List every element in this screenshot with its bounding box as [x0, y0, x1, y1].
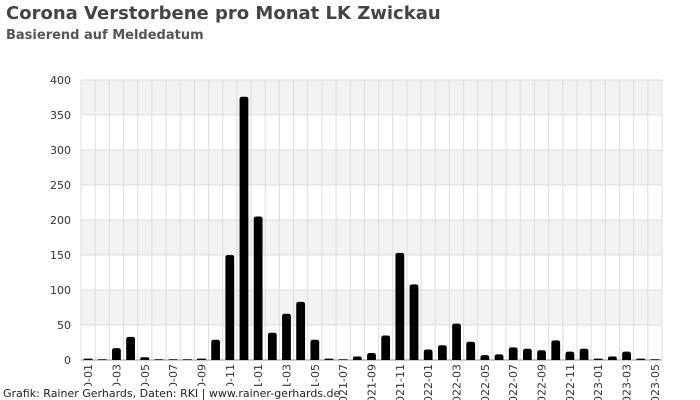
- bar: [168, 359, 178, 360]
- bar: [508, 347, 518, 360]
- bar: [636, 358, 646, 360]
- bar: [83, 358, 93, 360]
- grid-band: [81, 220, 662, 255]
- chart-subtitle: Basierend auf Meldedatum: [6, 28, 204, 43]
- bar: [211, 339, 221, 360]
- bar: [650, 359, 660, 360]
- bar: [267, 332, 277, 360]
- bar: [522, 348, 532, 360]
- bar: [381, 335, 391, 360]
- bar: [239, 96, 249, 361]
- footer-background: [0, 386, 326, 400]
- x-tick-label: 2021-09: [366, 364, 379, 400]
- bar: [112, 348, 121, 360]
- bar: [565, 351, 575, 360]
- chart-title: Corona Verstorbene pro Monat LK Zwickau: [6, 3, 441, 24]
- bar: [140, 357, 150, 360]
- bar: [324, 358, 334, 360]
- x-tick-label: 2021-07: [337, 364, 350, 400]
- grid-band: [81, 290, 662, 325]
- bar: [494, 354, 504, 360]
- y-tick-label: 0: [64, 354, 71, 367]
- bar: [97, 359, 107, 360]
- y-tick-label: 250: [50, 179, 71, 192]
- bar: [409, 284, 419, 360]
- bar: [225, 255, 235, 360]
- y-tick-label: 300: [50, 144, 71, 157]
- bar: [282, 313, 291, 360]
- bar: [423, 349, 433, 360]
- x-tick-label: 2022-11: [564, 364, 577, 400]
- bar: [608, 356, 617, 360]
- bar: [197, 358, 206, 360]
- footer: Grafik: Rainer Gerhards, Daten: RKI | ww…: [3, 387, 341, 400]
- bar: [537, 350, 546, 360]
- bar: [296, 301, 306, 360]
- bar: [352, 356, 362, 360]
- x-tick-label: 2023-03: [621, 364, 634, 400]
- bar: [622, 351, 631, 360]
- x-tick-label: 2023-05: [649, 364, 662, 400]
- bar: [182, 359, 192, 360]
- x-tick-label: 2022-05: [479, 364, 492, 400]
- y-tick-label: 200: [50, 214, 71, 227]
- bar: [154, 359, 164, 360]
- bar: [253, 216, 263, 360]
- bar: [367, 353, 376, 360]
- grid-band: [81, 80, 662, 115]
- bar: [395, 252, 405, 360]
- x-tick-label: 2023-01: [592, 364, 605, 400]
- y-tick-label: 150: [50, 249, 71, 262]
- x-tick-label: 2022-01: [422, 364, 435, 400]
- x-tick-label: 2021-11: [394, 364, 407, 400]
- bar: [126, 336, 135, 360]
- y-tick-label: 350: [50, 109, 71, 122]
- x-tick-label: 2022-09: [536, 364, 549, 400]
- bar: [593, 358, 603, 360]
- x-tick-label: 2022-07: [507, 364, 520, 400]
- bar: [466, 341, 476, 360]
- bar: [452, 323, 461, 360]
- y-tick-label: 50: [57, 319, 71, 332]
- y-tick-label: 100: [50, 284, 71, 297]
- grid-band: [81, 150, 662, 185]
- bar: [338, 359, 348, 360]
- bar: [480, 355, 490, 360]
- bar: [579, 348, 589, 360]
- bar: [310, 339, 320, 360]
- bar: [551, 340, 561, 360]
- y-tick-label: 400: [50, 74, 71, 87]
- bar: [437, 345, 447, 360]
- x-tick-label: 2022-03: [451, 364, 464, 400]
